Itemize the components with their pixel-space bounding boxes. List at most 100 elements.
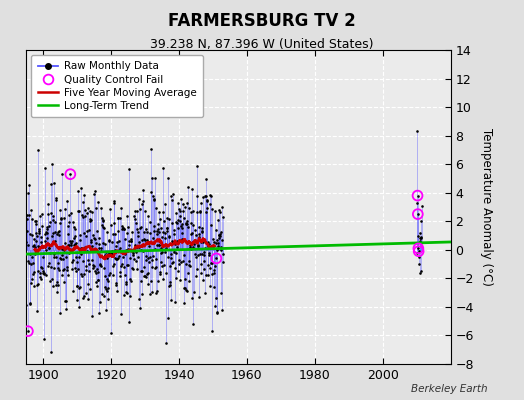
- Point: [30, 236, 39, 242]
- Point: [96, 205, 105, 211]
- Point: [82, 267, 90, 274]
- Point: [161, 230, 169, 236]
- Point: [165, 233, 173, 240]
- Point: [88, 243, 96, 249]
- Point: [202, 209, 210, 216]
- Point: [70, 265, 79, 271]
- Point: [78, 272, 86, 279]
- Point: [185, 258, 193, 264]
- Point: [61, 306, 70, 312]
- Point: [170, 231, 178, 237]
- Point: [153, 288, 161, 294]
- Point: [108, 230, 117, 237]
- Point: [75, 285, 84, 291]
- Point: [195, 234, 203, 240]
- Point: [199, 239, 207, 246]
- Point: [77, 185, 85, 192]
- Point: [179, 299, 188, 306]
- Point: [211, 262, 219, 269]
- Point: [23, 302, 31, 309]
- Point: [24, 328, 32, 334]
- Point: [77, 245, 85, 252]
- Point: [92, 279, 101, 285]
- Point: [24, 242, 32, 248]
- Point: [133, 244, 141, 250]
- Point: [72, 259, 81, 265]
- Point: [413, 192, 422, 199]
- Point: [144, 281, 152, 287]
- Point: [103, 229, 111, 236]
- Point: [117, 311, 125, 317]
- Point: [80, 271, 88, 278]
- Point: [201, 289, 210, 296]
- Point: [96, 261, 104, 268]
- Point: [413, 200, 421, 206]
- Point: [416, 238, 424, 244]
- Point: [52, 195, 60, 202]
- Point: [42, 226, 51, 232]
- Point: [201, 272, 210, 278]
- Point: [135, 239, 143, 245]
- Point: [162, 340, 170, 346]
- Point: [110, 220, 118, 226]
- Point: [66, 171, 74, 177]
- Point: [71, 241, 79, 248]
- Point: [54, 228, 63, 234]
- Point: [84, 204, 92, 211]
- Point: [139, 198, 147, 204]
- Point: [23, 228, 31, 234]
- Point: [151, 256, 160, 263]
- Point: [39, 270, 47, 276]
- Point: [58, 272, 67, 278]
- Point: [196, 251, 204, 258]
- Point: [39, 270, 48, 277]
- Point: [173, 244, 181, 250]
- Point: [42, 247, 50, 253]
- Point: [64, 242, 73, 249]
- Point: [199, 276, 208, 283]
- Point: [95, 235, 104, 241]
- Point: [98, 291, 106, 297]
- Point: [130, 212, 138, 219]
- Point: [122, 247, 130, 253]
- Point: [90, 190, 99, 197]
- Point: [29, 271, 37, 277]
- Point: [148, 253, 157, 260]
- Point: [31, 251, 39, 257]
- Point: [123, 230, 132, 236]
- Point: [169, 238, 177, 245]
- Point: [34, 243, 42, 249]
- Point: [204, 240, 213, 247]
- Point: [64, 230, 72, 237]
- Point: [128, 248, 136, 254]
- Point: [161, 201, 169, 207]
- Point: [37, 234, 46, 240]
- Point: [49, 216, 57, 223]
- Point: [202, 193, 211, 200]
- Point: [188, 295, 196, 301]
- Point: [78, 258, 86, 265]
- Point: [42, 272, 50, 278]
- Point: [91, 269, 100, 276]
- Point: [124, 224, 132, 230]
- Point: [116, 272, 124, 279]
- Point: [154, 278, 162, 284]
- Point: [112, 281, 120, 288]
- Point: [219, 259, 227, 265]
- Point: [147, 288, 156, 295]
- Point: [36, 213, 45, 220]
- Point: [162, 228, 171, 234]
- Point: [186, 242, 194, 248]
- Point: [154, 221, 162, 228]
- Point: [85, 208, 94, 214]
- Point: [67, 240, 75, 246]
- Point: [93, 228, 101, 234]
- Point: [147, 278, 155, 284]
- Point: [137, 247, 146, 253]
- Point: [414, 245, 422, 252]
- Point: [121, 251, 129, 257]
- Point: [37, 239, 45, 246]
- Point: [76, 231, 84, 238]
- Point: [31, 238, 40, 244]
- Point: [134, 244, 143, 250]
